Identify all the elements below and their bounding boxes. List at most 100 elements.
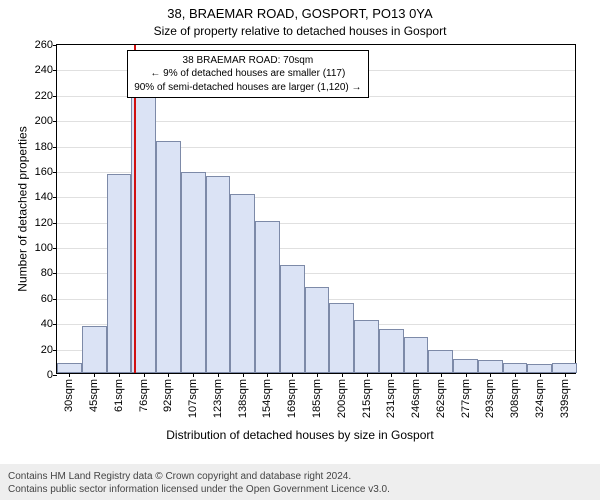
x-tick-label: 200sqm <box>336 379 348 418</box>
chart-subtitle: Size of property relative to detached ho… <box>0 24 600 38</box>
bar <box>156 141 181 373</box>
x-tick-mark <box>144 373 145 377</box>
annotation-line: 38 BRAEMAR ROAD: 70sqm <box>134 54 361 68</box>
annotation-line: 90% of semi-detached houses are larger (… <box>134 81 361 95</box>
x-tick-label: 185sqm <box>311 379 323 418</box>
y-tick-mark <box>53 375 57 376</box>
x-tick-mark <box>119 373 120 377</box>
bar <box>453 359 478 373</box>
bar <box>206 176 231 373</box>
x-tick-label: 61sqm <box>113 379 125 412</box>
x-tick-mark <box>69 373 70 377</box>
x-tick-mark <box>490 373 491 377</box>
x-tick-mark <box>515 373 516 377</box>
bar <box>57 363 82 373</box>
y-tick-label: 40 <box>41 318 53 330</box>
y-tick-mark <box>53 248 57 249</box>
bar <box>354 320 379 373</box>
y-tick-mark <box>53 223 57 224</box>
y-axis-label: Number of detached properties <box>16 126 30 291</box>
bar <box>107 174 132 373</box>
y-tick-label: 0 <box>47 369 53 381</box>
y-tick-label: 240 <box>35 64 53 76</box>
y-tick-mark <box>53 299 57 300</box>
y-tick-label: 180 <box>35 141 53 153</box>
attribution-footer: Contains HM Land Registry data © Crown c… <box>0 464 600 500</box>
x-tick-mark <box>193 373 194 377</box>
x-tick-label: 231sqm <box>385 379 397 418</box>
x-tick-mark <box>466 373 467 377</box>
y-tick-label: 220 <box>35 90 53 102</box>
bar <box>181 172 206 373</box>
bar <box>280 265 305 373</box>
y-tick-label: 160 <box>35 166 53 178</box>
y-tick-label: 260 <box>35 39 53 51</box>
bar <box>552 363 577 373</box>
x-tick-label: 76sqm <box>138 379 150 412</box>
y-tick-mark <box>53 197 57 198</box>
y-tick-mark <box>53 121 57 122</box>
bar <box>329 303 354 373</box>
plot-area: 38 BRAEMAR ROAD: 70sqm← 9% of detached h… <box>56 44 576 374</box>
y-tick-label: 200 <box>35 115 53 127</box>
y-tick-mark <box>53 350 57 351</box>
y-tick-label: 80 <box>41 267 53 279</box>
x-tick-label: 293sqm <box>484 379 496 418</box>
y-tick-mark <box>53 273 57 274</box>
bar <box>230 194 255 373</box>
x-tick-label: 138sqm <box>237 379 249 418</box>
x-tick-mark <box>441 373 442 377</box>
chart-title: 38, BRAEMAR ROAD, GOSPORT, PO13 0YA <box>0 6 600 21</box>
x-tick-label: 262sqm <box>435 379 447 418</box>
x-tick-label: 123sqm <box>212 379 224 418</box>
x-tick-mark <box>168 373 169 377</box>
x-tick-label: 92sqm <box>162 379 174 412</box>
bar <box>305 287 330 373</box>
bar <box>82 326 107 373</box>
bar <box>255 221 280 373</box>
x-tick-mark <box>317 373 318 377</box>
x-tick-label: 308sqm <box>509 379 521 418</box>
x-tick-mark <box>540 373 541 377</box>
y-tick-label: 20 <box>41 344 53 356</box>
bar <box>527 364 552 373</box>
y-tick-mark <box>53 45 57 46</box>
bar <box>478 360 503 373</box>
x-tick-mark <box>243 373 244 377</box>
x-tick-label: 246sqm <box>410 379 422 418</box>
x-tick-label: 324sqm <box>534 379 546 418</box>
footer-line-2: Contains public sector information licen… <box>8 483 592 496</box>
x-tick-label: 339sqm <box>559 379 571 418</box>
x-tick-label: 45sqm <box>88 379 100 412</box>
x-tick-mark <box>416 373 417 377</box>
y-tick-mark <box>53 147 57 148</box>
x-tick-mark <box>94 373 95 377</box>
x-tick-label: 107sqm <box>187 379 199 418</box>
annotation-line: ← 9% of detached houses are smaller (117… <box>134 67 361 81</box>
y-tick-label: 140 <box>35 191 53 203</box>
x-tick-label: 154sqm <box>261 379 273 418</box>
y-tick-mark <box>53 70 57 71</box>
footer-line-1: Contains HM Land Registry data © Crown c… <box>8 470 592 483</box>
x-axis-label: Distribution of detached houses by size … <box>0 428 600 442</box>
x-tick-mark <box>367 373 368 377</box>
x-tick-mark <box>391 373 392 377</box>
bar <box>503 363 528 373</box>
x-tick-label: 277sqm <box>460 379 472 418</box>
x-tick-mark <box>565 373 566 377</box>
y-tick-mark <box>53 324 57 325</box>
y-tick-label: 100 <box>35 242 53 254</box>
x-tick-mark <box>267 373 268 377</box>
y-tick-label: 120 <box>35 217 53 229</box>
y-tick-mark <box>53 96 57 97</box>
bar <box>428 350 453 373</box>
y-tick-label: 60 <box>41 293 53 305</box>
x-tick-label: 30sqm <box>63 379 75 412</box>
bar <box>404 337 429 373</box>
bar <box>379 329 404 373</box>
x-tick-mark <box>218 373 219 377</box>
x-tick-mark <box>292 373 293 377</box>
y-tick-mark <box>53 172 57 173</box>
x-tick-label: 215sqm <box>361 379 373 418</box>
x-tick-label: 169sqm <box>286 379 298 418</box>
